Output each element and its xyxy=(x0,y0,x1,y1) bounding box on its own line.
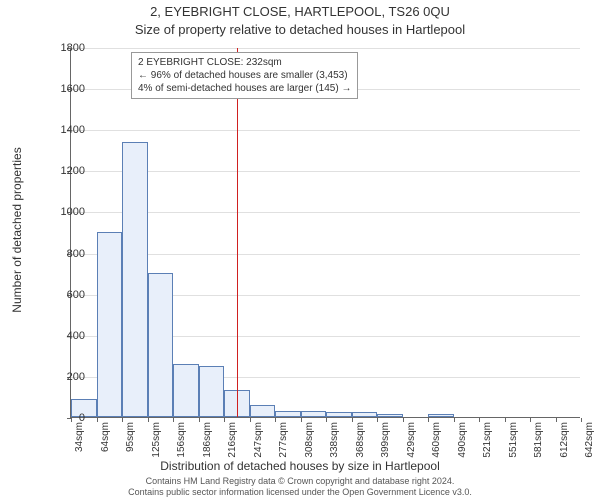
x-tick-label: 429sqm xyxy=(406,422,417,458)
histogram-bar xyxy=(275,411,301,417)
y-tick-label: 0 xyxy=(45,412,85,424)
x-tick-label: 581sqm xyxy=(533,422,544,458)
x-tick-label: 612sqm xyxy=(559,422,570,458)
x-tick-label: 95sqm xyxy=(125,422,136,452)
x-tick-mark xyxy=(530,418,531,422)
x-tick-mark xyxy=(581,418,582,422)
x-tick-label: 399sqm xyxy=(380,422,391,458)
x-tick-label: 642sqm xyxy=(584,422,595,458)
y-tick-label: 1400 xyxy=(45,124,85,136)
x-tick-mark xyxy=(224,418,225,422)
x-tick-label: 247sqm xyxy=(253,422,264,458)
histogram-bar xyxy=(97,232,123,417)
x-tick-mark xyxy=(556,418,557,422)
histogram-bar xyxy=(122,142,148,417)
reference-line xyxy=(237,48,238,417)
x-tick-label: 125sqm xyxy=(151,422,162,458)
x-tick-label: 368sqm xyxy=(355,422,366,458)
x-tick-label: 64sqm xyxy=(100,422,111,452)
x-tick-label: 490sqm xyxy=(457,422,468,458)
x-tick-mark xyxy=(275,418,276,422)
x-tick-mark xyxy=(428,418,429,422)
y-tick-label: 800 xyxy=(45,248,85,260)
y-axis-label: Number of detached properties xyxy=(10,147,24,312)
plot-area: 34sqm64sqm95sqm125sqm156sqm186sqm216sqm2… xyxy=(70,48,580,418)
histogram-bar xyxy=(250,405,276,417)
y-tick-label: 600 xyxy=(45,289,85,301)
x-tick-mark xyxy=(250,418,251,422)
histogram-bar xyxy=(173,364,199,417)
x-tick-mark xyxy=(301,418,302,422)
x-tick-label: 216sqm xyxy=(227,422,238,458)
licence-footer: Contains HM Land Registry data © Crown c… xyxy=(0,476,600,498)
histogram-bar xyxy=(377,414,403,417)
annotation-line: 2 EYEBRIGHT CLOSE: 232sqm xyxy=(138,56,351,69)
grid-line xyxy=(71,130,580,131)
x-tick-mark xyxy=(173,418,174,422)
x-tick-mark xyxy=(122,418,123,422)
x-tick-mark xyxy=(377,418,378,422)
histogram-bar xyxy=(352,412,378,417)
x-tick-mark xyxy=(479,418,480,422)
x-tick-mark xyxy=(326,418,327,422)
x-tick-label: 521sqm xyxy=(482,422,493,458)
x-tick-label: 338sqm xyxy=(329,422,340,458)
x-tick-label: 186sqm xyxy=(202,422,213,458)
chart-subtitle: Size of property relative to detached ho… xyxy=(0,22,600,37)
annotation-line: ← 96% of detached houses are smaller (3,… xyxy=(138,69,351,82)
x-tick-label: 460sqm xyxy=(431,422,442,458)
y-tick-label: 200 xyxy=(45,371,85,383)
x-tick-mark xyxy=(97,418,98,422)
grid-line xyxy=(71,48,580,49)
footer-line: Contains public sector information licen… xyxy=(0,487,600,498)
histogram-bar xyxy=(428,414,454,417)
x-tick-mark xyxy=(454,418,455,422)
y-tick-label: 1800 xyxy=(45,42,85,54)
x-tick-label: 308sqm xyxy=(304,422,315,458)
x-tick-mark xyxy=(199,418,200,422)
x-tick-label: 156sqm xyxy=(176,422,187,458)
histogram-bar xyxy=(148,273,174,417)
x-tick-label: 277sqm xyxy=(278,422,289,458)
x-tick-mark xyxy=(403,418,404,422)
annotation-line: 4% of semi-detached houses are larger (1… xyxy=(138,82,351,95)
histogram-bar xyxy=(199,366,225,417)
footer-line: Contains HM Land Registry data © Crown c… xyxy=(0,476,600,487)
x-axis-label: Distribution of detached houses by size … xyxy=(0,459,600,473)
y-tick-label: 1000 xyxy=(45,206,85,218)
y-tick-label: 1600 xyxy=(45,83,85,95)
histogram-bar xyxy=(301,411,327,417)
y-tick-label: 1200 xyxy=(45,165,85,177)
x-tick-mark xyxy=(352,418,353,422)
y-tick-label: 400 xyxy=(45,330,85,342)
x-tick-label: 551sqm xyxy=(508,422,519,458)
annotation-box: 2 EYEBRIGHT CLOSE: 232sqm← 96% of detach… xyxy=(131,52,358,99)
x-tick-label: 34sqm xyxy=(74,422,85,452)
histogram-bar xyxy=(326,412,352,417)
x-tick-mark xyxy=(505,418,506,422)
chart-container: 2, EYEBRIGHT CLOSE, HARTLEPOOL, TS26 0QU… xyxy=(0,0,600,500)
x-tick-mark xyxy=(148,418,149,422)
chart-title: 2, EYEBRIGHT CLOSE, HARTLEPOOL, TS26 0QU xyxy=(0,4,600,19)
